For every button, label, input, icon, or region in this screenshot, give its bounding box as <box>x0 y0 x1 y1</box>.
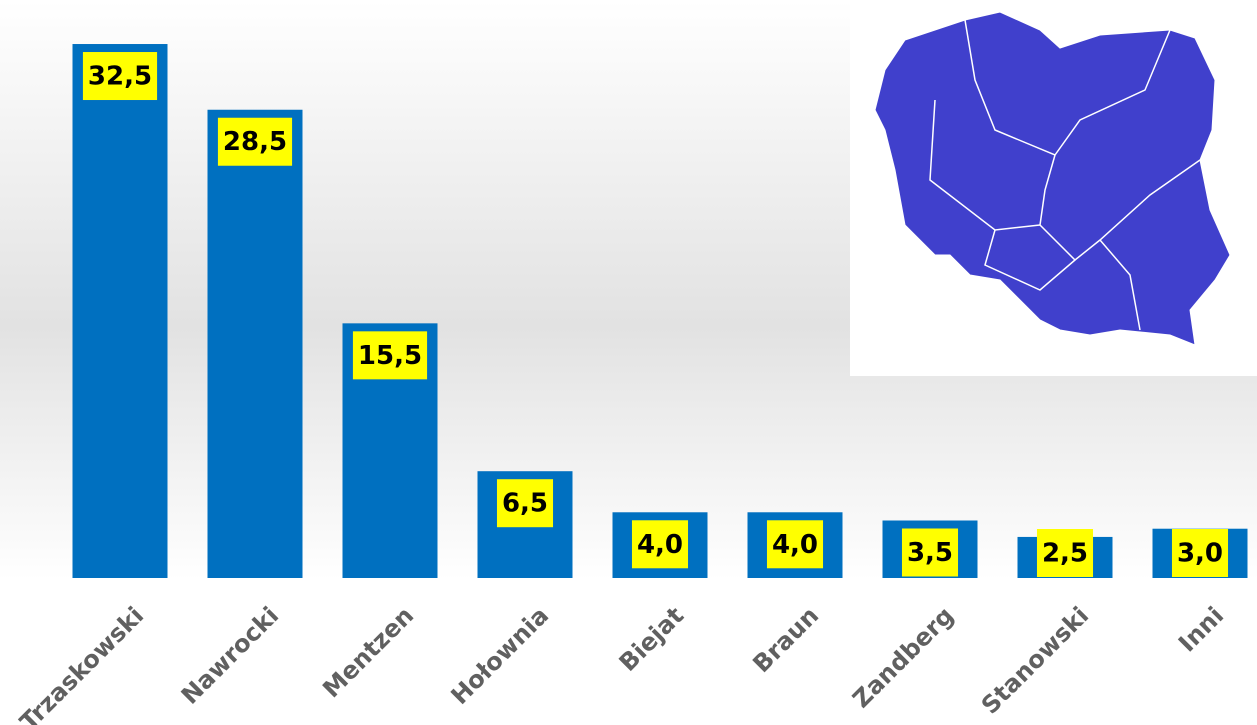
value-label: 4,0 <box>637 530 683 560</box>
value-label-box <box>631 520 689 569</box>
value-label-box <box>82 52 158 101</box>
value-label: 3,5 <box>907 538 953 568</box>
value-label-box <box>766 520 824 569</box>
value-label-box <box>496 479 554 528</box>
value-label: 2,5 <box>1042 539 1088 569</box>
value-label: 32,5 <box>88 62 152 92</box>
value-label: 3,0 <box>1177 539 1223 569</box>
value-label: 28,5 <box>223 127 287 157</box>
map-inset <box>850 0 1257 376</box>
map-poland <box>874 11 1231 346</box>
value-label-box <box>1171 529 1229 577</box>
value-label-box <box>352 331 428 380</box>
map-borders <box>929 19 1201 331</box>
value-label-box <box>901 528 959 577</box>
value-label: 6,5 <box>502 489 548 519</box>
value-label-box <box>1036 529 1094 577</box>
bar <box>207 109 303 579</box>
bar <box>72 44 168 578</box>
value-label: 4,0 <box>772 530 818 560</box>
value-label: 15,5 <box>358 341 422 371</box>
value-label-box <box>217 117 293 166</box>
